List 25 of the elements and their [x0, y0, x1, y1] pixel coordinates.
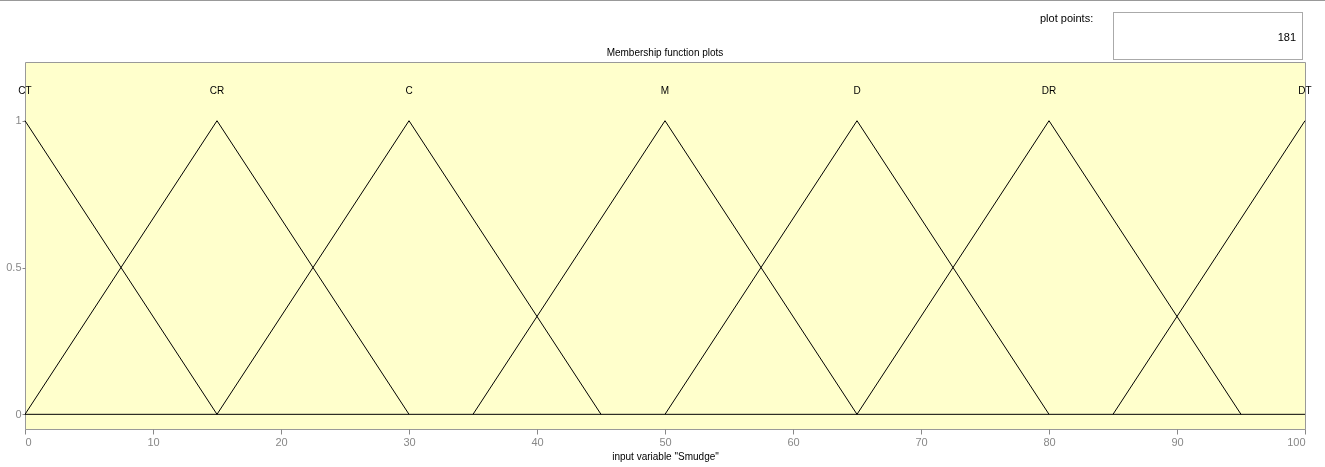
y-tick-label: 0	[15, 407, 22, 420]
text: DT	[1298, 85, 1312, 97]
y-tick-label: 1	[15, 114, 22, 127]
x-tick-label: 70	[915, 435, 928, 448]
text: CR	[209, 85, 225, 97]
text: plot points:	[1040, 12, 1094, 24]
text: DR	[1041, 85, 1057, 97]
text: M	[660, 85, 670, 97]
chart-title: Membership function plots	[606, 47, 724, 58]
text: CT	[18, 85, 32, 97]
y-tick-label: 0.5	[6, 261, 22, 274]
x-tick-label: 100	[1287, 435, 1306, 448]
x-tick-label: 30	[403, 435, 416, 448]
text-field: 181	[1113, 12, 1303, 60]
x-tick-label: 40	[531, 435, 544, 448]
x-tick-label: 90	[1171, 435, 1184, 448]
x-tick-label: 20	[275, 435, 288, 448]
text: D	[853, 85, 861, 97]
x-tick-label: 60	[787, 435, 800, 448]
x-tick-label: 50	[659, 435, 672, 448]
x-axis-title: input variable "Smudge"	[612, 450, 720, 462]
x-tick-label: 10	[147, 435, 160, 448]
x-tick-label: 0	[25, 435, 32, 448]
text: C	[405, 85, 413, 97]
x-tick-label: 80	[1043, 435, 1056, 448]
